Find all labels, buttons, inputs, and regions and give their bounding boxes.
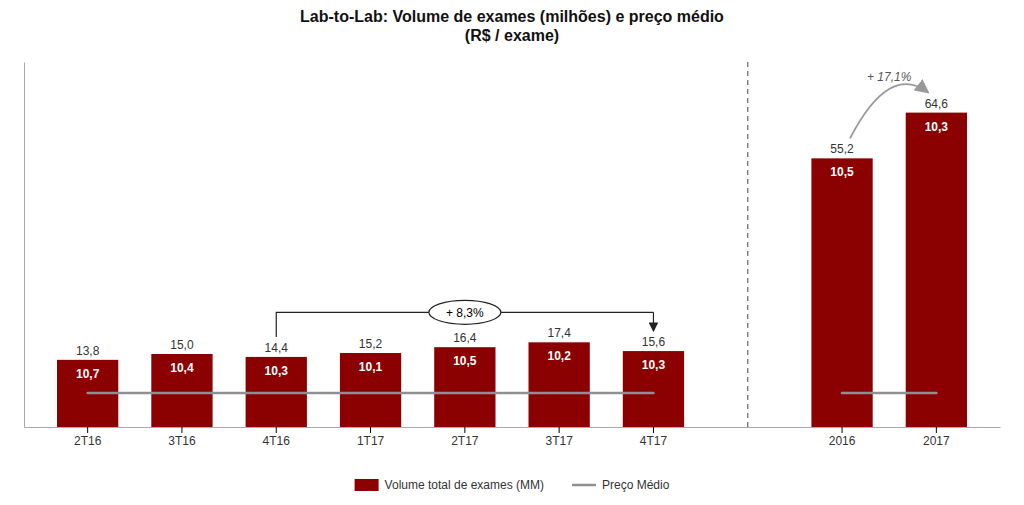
x-tick: 3T16: [168, 427, 196, 448]
legend-label: Preço Médio: [602, 478, 670, 492]
bar-series: [57, 113, 967, 427]
y-axis: [24, 63, 25, 428]
bracket-arrow: [653, 312, 654, 331]
x-tick: 4T16: [263, 427, 291, 448]
data-label: 13,8: [76, 344, 100, 358]
data-label: 16,4: [453, 331, 477, 345]
legend-swatch: [355, 479, 379, 491]
price-label: 10,1: [359, 360, 383, 374]
x-tick-mark: [276, 427, 277, 433]
y-axis-line: [24, 63, 25, 428]
x-tick-mark: [842, 427, 843, 433]
annotation-text: + 8,3%: [446, 306, 484, 320]
annotation-ellipse: [429, 300, 501, 324]
legend-label: Volume total de exames (MM): [385, 478, 544, 492]
x-tick-label: 4T17: [640, 434, 668, 448]
data-label: 15,2: [359, 337, 383, 351]
x-tick-label: 2017: [923, 434, 950, 448]
chart: Lab-to-Lab: Volume de exames (milhões) e…: [0, 0, 1024, 505]
bracket: + 8,3%: [276, 300, 653, 337]
x-tick-mark: [936, 427, 937, 433]
x-tick-mark: [87, 427, 88, 433]
x-tick: 2T16: [74, 427, 102, 448]
bar: [906, 113, 967, 427]
legend: Volume total de exames (MM) Preço Médio: [355, 478, 670, 492]
x-tick: 4T17: [640, 427, 668, 448]
x-tick-mark: [464, 427, 465, 433]
data-label: 64,6: [925, 97, 949, 111]
data-label: 17,4: [547, 326, 571, 340]
arc-arrow: [850, 84, 928, 138]
data-label: 15,0: [170, 338, 194, 352]
bar: [811, 158, 872, 427]
legend-item: Preço Médio: [572, 478, 670, 492]
x-tick-label: 4T16: [263, 434, 291, 448]
bar: [623, 351, 684, 427]
title: Lab-to-Lab: Volume de exames (milhões) e…: [300, 8, 724, 44]
price-label: 10,5: [830, 165, 854, 179]
price-label: 10,3: [642, 358, 666, 372]
bar: [340, 353, 401, 427]
bar: [151, 354, 212, 427]
price-label: 10,3: [265, 364, 289, 378]
legend-swatch: [572, 484, 596, 487]
x-tick-mark: [653, 427, 654, 433]
annotation-text: + 17,1%: [867, 70, 912, 84]
x-tick-mark: [370, 427, 371, 433]
x-tick: 2T17: [451, 427, 479, 448]
separators: [747, 62, 748, 427]
price-label: 10,4: [170, 361, 194, 375]
x-tick-label: 3T17: [545, 434, 573, 448]
x-tick: 3T17: [545, 427, 573, 448]
bar: [529, 342, 590, 427]
title-line: (R$ / exame): [465, 27, 559, 44]
x-tick: 2017: [923, 427, 950, 448]
annotations: + 8,3% + 17,1%: [276, 70, 928, 337]
x-tick-label: 2016: [829, 434, 856, 448]
data-label: 14,4: [265, 341, 289, 355]
title-line: Lab-to-Lab: Volume de exames (milhões) e…: [300, 8, 724, 25]
x-tick: 2016: [829, 427, 856, 448]
x-tick-label: 2T16: [74, 434, 102, 448]
data-label: 15,6: [642, 335, 666, 349]
x-tick: 1T17: [357, 427, 385, 448]
x-axis: 2T16 3T16 4T16 1T17 2T17 3T17 4T17 2016 2017: [25, 427, 1001, 448]
price-label: 10,7: [76, 367, 100, 381]
x-tick-mark: [181, 427, 182, 433]
data-label: 55,2: [830, 142, 854, 156]
price-label: 10,2: [547, 349, 571, 363]
arc-annotation: + 17,1%: [850, 70, 928, 138]
separator: [747, 62, 748, 427]
data-labels: 13,8 15,0 14,4 15,2 16,4 17,4 15,6 55,2 64,6 10,7…: [76, 97, 948, 381]
price-label: 10,5: [453, 354, 477, 368]
marks: [57, 113, 967, 427]
x-axis-line: [25, 427, 1001, 428]
x-tick-mark: [559, 427, 560, 433]
price-line: [88, 392, 937, 395]
legend-item: Volume total de exames (MM): [355, 478, 544, 492]
price-label: 10,3: [925, 120, 949, 134]
x-tick-label: 1T17: [357, 434, 385, 448]
x-tick-label: 3T16: [168, 434, 196, 448]
bar: [434, 347, 495, 427]
x-tick-label: 2T17: [451, 434, 479, 448]
